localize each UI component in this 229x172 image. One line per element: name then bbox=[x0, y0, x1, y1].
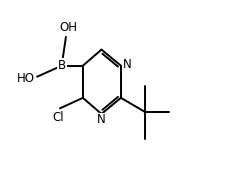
Text: OH: OH bbox=[59, 21, 77, 34]
Text: N: N bbox=[97, 113, 105, 126]
Text: HO: HO bbox=[16, 72, 35, 85]
Text: Cl: Cl bbox=[53, 111, 64, 124]
Text: B: B bbox=[57, 59, 65, 72]
Text: N: N bbox=[122, 58, 131, 71]
